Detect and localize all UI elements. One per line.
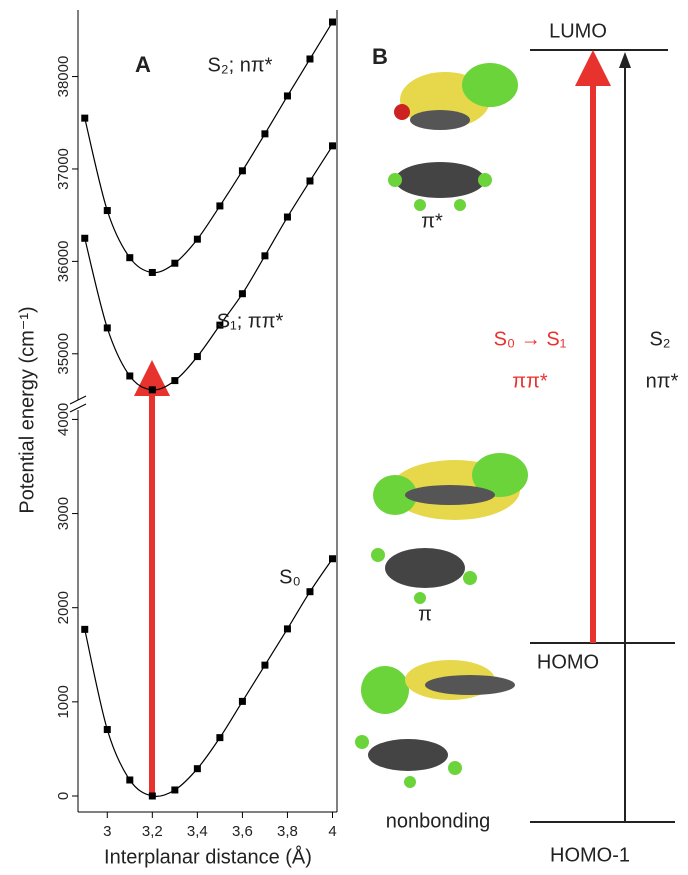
data-point xyxy=(81,115,88,122)
data-point xyxy=(171,260,178,267)
y-tick-label: 4000 xyxy=(55,403,72,436)
x-tick-label: 3,4 xyxy=(187,823,208,840)
data-point xyxy=(126,776,133,783)
data-point xyxy=(284,214,291,221)
data-point xyxy=(81,235,88,242)
data-point xyxy=(239,167,246,174)
data-point xyxy=(329,555,336,562)
panel-label: B xyxy=(372,44,388,69)
y2-tick-label: 37000 xyxy=(55,148,72,190)
data-point xyxy=(239,290,246,297)
data-point xyxy=(171,786,178,793)
data-point xyxy=(329,19,336,26)
diagram: B LUMO HOMO HOMO-1 S₀ → S₁ ππ* S₂ nπ* π*… xyxy=(355,20,679,866)
series-label: S₀ xyxy=(279,566,301,588)
transition-label: nπ* xyxy=(646,370,679,392)
x-axis-label: Interplanar distance (Å) xyxy=(104,845,312,868)
data-point xyxy=(81,626,88,633)
series-line xyxy=(85,146,333,390)
data-point xyxy=(306,177,313,184)
level-label: HOMO-1 xyxy=(550,844,630,866)
y2-tick-label: 35000 xyxy=(55,333,72,375)
series-line xyxy=(85,559,333,797)
y2-tick-label: 38000 xyxy=(55,56,72,98)
data-point xyxy=(126,372,133,379)
data-point xyxy=(284,92,291,99)
y-tick-label: 1000 xyxy=(55,685,72,718)
y2-tick-label: 36000 xyxy=(55,241,72,283)
data-point xyxy=(171,377,178,384)
data-point xyxy=(261,662,268,669)
data-point xyxy=(194,353,201,360)
data-point xyxy=(284,625,291,632)
y-tick-label: 2000 xyxy=(55,591,72,624)
y-tick-label: 0 xyxy=(55,792,72,800)
x-tick-label: 3,8 xyxy=(277,823,298,840)
series-label: S₁; ππ* xyxy=(217,310,284,332)
orbital-label: π* xyxy=(421,210,443,232)
data-point xyxy=(306,55,313,62)
data-point xyxy=(104,324,111,331)
y-axis-label: Potential energy (cm⁻¹) xyxy=(16,306,38,513)
transition-label: ππ* xyxy=(512,370,548,392)
data-point xyxy=(126,254,133,261)
level-label: HOMO xyxy=(537,651,599,673)
data-point xyxy=(261,252,268,259)
level-label: LUMO xyxy=(549,20,607,42)
data-point xyxy=(194,765,201,772)
orbital-label: π xyxy=(418,603,432,625)
data-point xyxy=(149,386,156,393)
x-tick-label: 3 xyxy=(103,823,111,840)
data-point xyxy=(149,792,156,799)
transition-label: S₂ xyxy=(649,328,670,350)
plot-area: 0 1000 2000 3000 4000 35000 36000 37000 38000 3 3,… xyxy=(55,10,337,840)
figure: 0 1000 2000 3000 4000 35000 36000 37000 38000 3 3,… xyxy=(0,0,688,875)
panel-label: A xyxy=(135,52,151,77)
data-point xyxy=(216,734,223,741)
data-point xyxy=(329,142,336,149)
series-label: S₂; nπ* xyxy=(208,54,273,76)
data-point xyxy=(239,698,246,705)
x-tick-label: 3,6 xyxy=(232,823,253,840)
orbital-label: nonbonding xyxy=(386,810,491,832)
x-tick-label: 3,2 xyxy=(142,823,163,840)
y-tick-label: 3000 xyxy=(55,497,72,530)
data-point xyxy=(216,202,223,209)
data-point xyxy=(194,236,201,243)
data-point xyxy=(306,588,313,595)
data-point xyxy=(104,207,111,214)
x-tick-label: 4 xyxy=(328,823,336,840)
data-point xyxy=(104,726,111,733)
data-point xyxy=(261,130,268,137)
molecule-image xyxy=(355,63,528,788)
transition-label: S₀ → S₁ xyxy=(494,328,567,350)
data-point xyxy=(149,269,156,276)
